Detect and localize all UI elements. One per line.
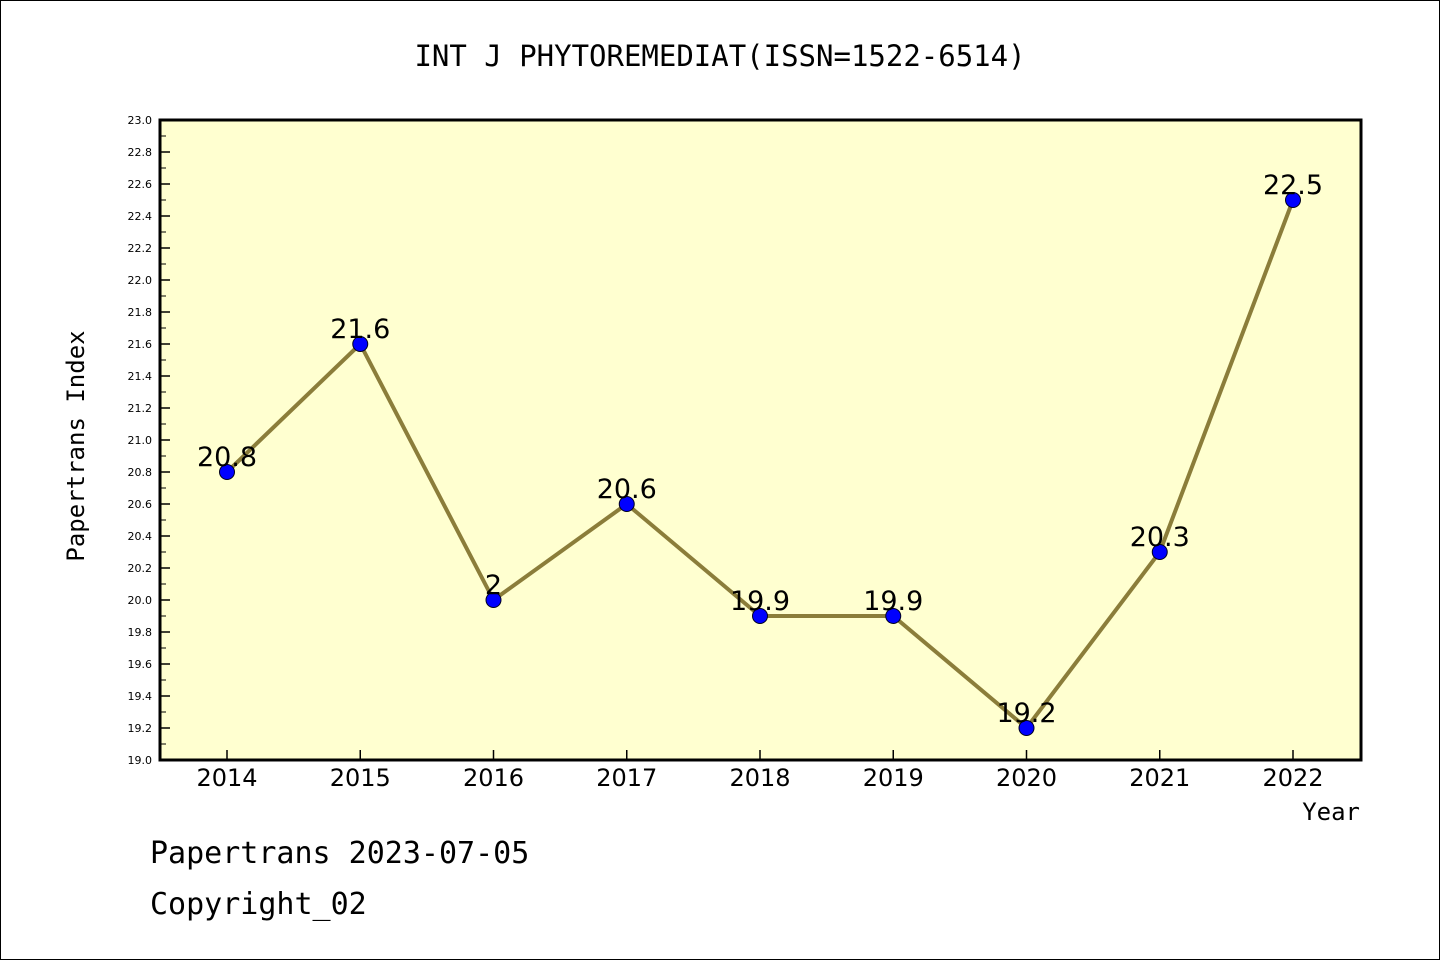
y-tick-label: 22.4 xyxy=(128,210,153,223)
x-tick-label: 2019 xyxy=(863,764,924,792)
data-label: 19.9 xyxy=(730,586,790,617)
y-tick-label: 19.6 xyxy=(128,658,153,671)
x-tick-label: 2015 xyxy=(330,764,391,792)
data-point xyxy=(219,464,235,480)
x-tick-label: 2017 xyxy=(596,764,657,792)
y-axis-title: Papertrans Index xyxy=(62,330,90,561)
data-point xyxy=(352,336,369,352)
x-tick-label: 2016 xyxy=(463,764,524,792)
data-label: 21.6 xyxy=(330,314,390,345)
data-point xyxy=(885,608,902,624)
y-tick-label: 20.6 xyxy=(128,498,153,511)
y-tick-label: 21.8 xyxy=(128,306,153,319)
y-axis: 19.0 19.2 19.4 19.6 19.8 20.0 20.2 20.4 20.6 20.8… xyxy=(128,114,170,767)
data-label: 19.9 xyxy=(863,586,923,617)
footer-date: Papertrans 2023-07-05 xyxy=(150,836,529,871)
footer-copyright: Copyright_02 xyxy=(150,887,367,922)
data-label: 22.5 xyxy=(1263,170,1323,201)
data-label: 2 xyxy=(485,570,502,601)
data-point xyxy=(1285,192,1301,208)
x-tick-label: 2014 xyxy=(196,764,257,792)
data-labels: 20.8 21.6 2 20.6 19.9 19.9 19.2 20.3 22.5 xyxy=(197,170,1323,729)
x-tick-label: 2022 xyxy=(1262,764,1323,792)
data-label: 20.8 xyxy=(197,442,257,473)
y-tick-label: 19.8 xyxy=(128,626,153,639)
data-point xyxy=(1018,720,1035,736)
data-label: 19.2 xyxy=(996,698,1056,729)
y-tick-label: 20.0 xyxy=(128,594,153,607)
y-tick-label: 22.2 xyxy=(128,242,153,255)
x-axis-title: Year xyxy=(1302,798,1360,826)
data-label: 20.6 xyxy=(597,474,657,505)
y-tick-label: 20.2 xyxy=(128,562,153,575)
y-tick-label: 21.6 xyxy=(128,338,153,351)
x-tick-label: 2020 xyxy=(996,764,1057,792)
data-point xyxy=(1151,544,1168,560)
y-tick-label: 22.0 xyxy=(128,274,153,287)
y-tick-label: 20.4 xyxy=(128,530,153,543)
data-point xyxy=(485,592,502,608)
series-markers xyxy=(219,192,1301,736)
y-tick-label: 21.0 xyxy=(128,434,153,447)
y-tick-label: 22.6 xyxy=(128,178,153,191)
plot-area xyxy=(158,118,1363,762)
chart-title: INT J PHYTOREMEDIAT(ISSN=1522-6514) xyxy=(414,39,1025,73)
y-tick-label: 21.4 xyxy=(128,370,153,383)
x-tick-label: 2018 xyxy=(729,764,790,792)
y-tick-label: 20.8 xyxy=(128,466,153,479)
y-tick-label: 19.2 xyxy=(128,722,153,735)
y-tick-label: 21.2 xyxy=(128,402,153,415)
data-point xyxy=(618,496,635,512)
y-tick-label: 23.0 xyxy=(128,114,153,127)
data-label: 20.3 xyxy=(1130,522,1190,553)
y-tick-label: 19.0 xyxy=(128,754,153,767)
y-tick-label: 22.8 xyxy=(128,146,153,159)
x-axis: 2014 2015 2016 2017 2018 2019 2020 2021 2022 xyxy=(196,750,1324,792)
data-point xyxy=(752,608,768,624)
x-tick-label: 2021 xyxy=(1129,764,1190,792)
y-tick-label: 19.4 xyxy=(128,690,153,703)
